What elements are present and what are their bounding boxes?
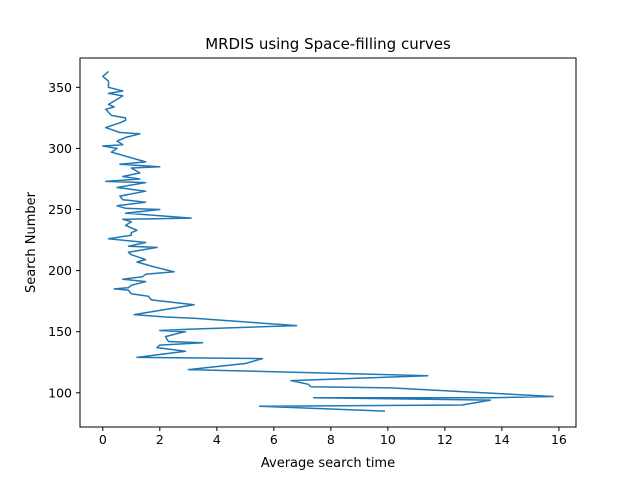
y-axis-ticks: 100 150 200 250 300 350 [48,80,80,400]
y-axis-label: Search Number [24,191,39,293]
plot-area [102,70,554,412]
y-tick-label: 200 [48,263,72,278]
x-tick-label: 12 [437,432,453,447]
plot-frame [79,57,577,428]
series-line [102,70,554,412]
y-tick-label: 100 [48,385,72,400]
x-tick-label: 14 [494,432,510,447]
x-tick-label: 0 [99,432,107,447]
x-axis-ticks: 0 2 4 6 8 10 12 14 16 [99,427,567,447]
chart-title: MRDIS using Space-filling curves [205,35,451,53]
x-tick-label: 8 [327,432,335,447]
y-tick-label: 300 [48,141,72,156]
y-tick-label: 350 [48,80,72,95]
x-tick-label: 6 [270,432,278,447]
x-tick-label: 2 [156,432,164,447]
x-tick-label: 16 [551,432,567,447]
y-tick-label: 250 [48,202,72,217]
x-tick-label: 4 [213,432,221,447]
x-tick-label: 10 [380,432,396,447]
y-tick-label: 150 [48,324,72,339]
x-axis-label: Average search time [261,456,395,471]
